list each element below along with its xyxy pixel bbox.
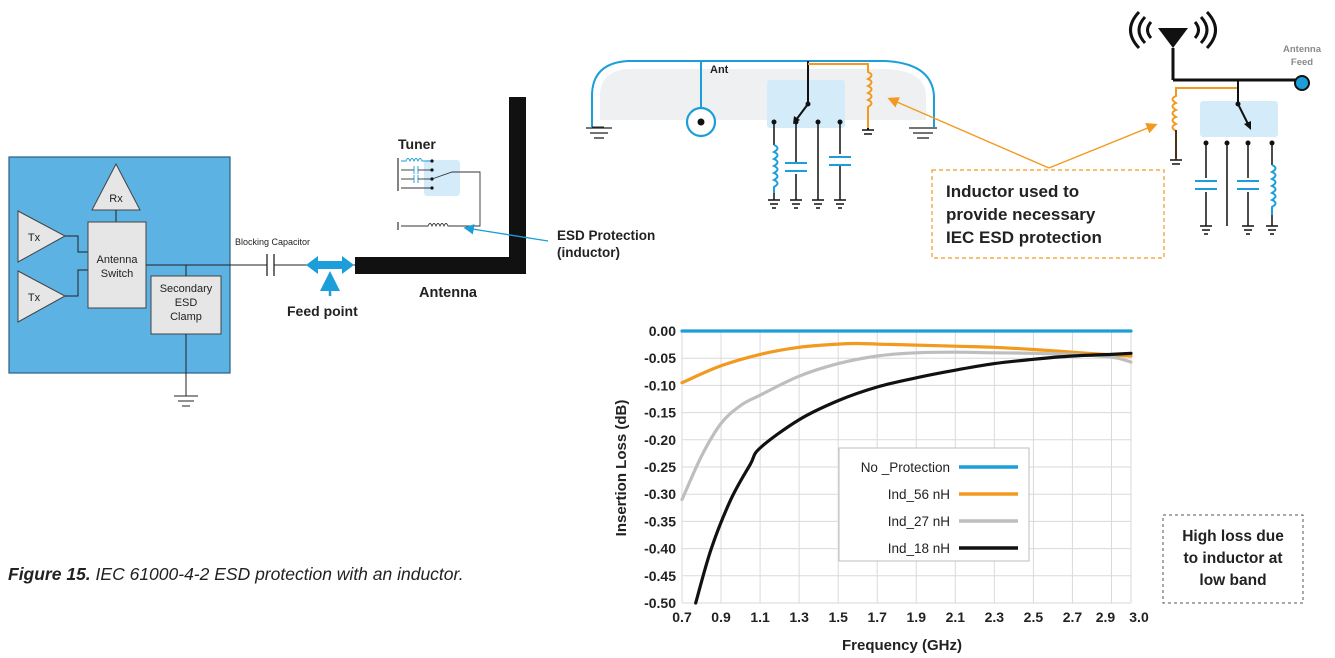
x-tick-label: 0.9 bbox=[711, 609, 731, 625]
figure-caption-text: IEC 61000-4-2 ESD protection with an ind… bbox=[95, 564, 464, 584]
x-tick-label: 1.9 bbox=[907, 609, 927, 625]
x-tick-label: 2.3 bbox=[985, 609, 1005, 625]
y-tick-label: -0.05 bbox=[644, 350, 676, 366]
y-tick-label: -0.15 bbox=[644, 405, 676, 421]
secondary-esd-clamp bbox=[150, 275, 222, 335]
tuner-label: Tuner bbox=[398, 136, 436, 152]
callout-line-2: provide necessary bbox=[946, 205, 1096, 224]
figure-caption: Figure 15. IEC 61000-4-2 ESD protection … bbox=[8, 564, 464, 585]
antenna-icon bbox=[1129, 10, 1217, 50]
tx-amplifier-top bbox=[17, 210, 67, 263]
legend-label: Ind_56 nH bbox=[888, 487, 950, 502]
insertion-loss-chart: 0.00 -0.05 -0.10 -0.15 -0.20 -0.25 -0.30 -0.35 -… bbox=[613, 323, 1149, 654]
x-tick-label: 0.7 bbox=[672, 609, 692, 625]
x-tick-label: 1.3 bbox=[789, 609, 809, 625]
x-tick-label: 2.9 bbox=[1096, 609, 1116, 625]
y-axis-label: Insertion Loss (dB) bbox=[613, 400, 630, 537]
y-tick-labels: 0.00 -0.05 -0.10 -0.15 -0.20 -0.25 -0.30 -0.35 -… bbox=[644, 323, 676, 611]
x-axis-label: Frequency (GHz) bbox=[842, 637, 962, 654]
antenna-switch bbox=[87, 221, 147, 309]
x-tick-label: 2.7 bbox=[1063, 609, 1083, 625]
series-line-2 bbox=[680, 350, 1133, 502]
top-right-schematic: Ant Induc bbox=[586, 10, 1322, 259]
series-line-1 bbox=[680, 341, 1133, 385]
annotation-line-2: to inductor at bbox=[1183, 550, 1282, 567]
clamp-label-3: Clamp bbox=[170, 311, 202, 323]
annotation-line-1: High loss due bbox=[1182, 528, 1284, 545]
x-tick-label: 1.7 bbox=[867, 609, 887, 625]
callout-line-1: Inductor used to bbox=[946, 182, 1079, 201]
clamp-label-2: ESD bbox=[175, 297, 198, 309]
y-tick-label: -0.10 bbox=[644, 377, 676, 393]
x-tick-label: 3.0 bbox=[1129, 609, 1149, 625]
antenna-switch-label-2: Switch bbox=[101, 268, 133, 280]
x-tick-label: 2.5 bbox=[1024, 609, 1044, 625]
y-tick-label: -0.30 bbox=[644, 486, 676, 502]
esd-protection-label-2: (inductor) bbox=[557, 245, 620, 260]
legend-label: Ind_18 nH bbox=[888, 541, 950, 556]
blocking-capacitor bbox=[266, 254, 275, 276]
chart-legend: No _Protection Ind_56 nH Ind_27 nH Ind_18 n… bbox=[838, 447, 1030, 562]
tx-bottom-label: Tx bbox=[28, 292, 41, 304]
y-tick-label: -0.40 bbox=[644, 541, 676, 557]
y-tick-label: -0.35 bbox=[644, 513, 676, 529]
x-tick-labels: 0.7 0.9 1.1 1.3 1.5 1.7 1.9 2.1 2.3 2.5 2.7 2.9 3.0 bbox=[672, 609, 1149, 625]
series-line-3 bbox=[694, 351, 1133, 605]
annotation-line-3: low band bbox=[1199, 572, 1266, 589]
tx-top-label: Tx bbox=[28, 232, 41, 244]
tuner-network bbox=[397, 158, 481, 230]
x-tick-label: 1.5 bbox=[828, 609, 848, 625]
legend-label: Ind_27 nH bbox=[888, 514, 950, 529]
blocking-capacitor-label: Blocking Capacitor bbox=[235, 237, 310, 247]
y-tick-label: -0.50 bbox=[644, 595, 676, 611]
feed-point-arrow bbox=[306, 256, 354, 296]
left-esd-diagram: Rx Tx Tx Antenna Switch Secondary ESD Cl… bbox=[8, 97, 655, 407]
y-tick-label: -0.45 bbox=[644, 568, 676, 584]
callout-line-3: IEC ESD protection bbox=[946, 228, 1102, 247]
legend-label: No _Protection bbox=[861, 460, 950, 475]
x-tick-label: 1.1 bbox=[750, 609, 770, 625]
antenna-feed-circle bbox=[1294, 75, 1310, 91]
clamp-label-1: Secondary bbox=[160, 283, 213, 295]
inductor-callout-box bbox=[931, 169, 1165, 259]
tx-amplifier-bottom bbox=[17, 270, 67, 323]
x-tick-label: 2.1 bbox=[946, 609, 966, 625]
antenna-feed-label-1: Antenna bbox=[1283, 44, 1322, 55]
antenna-label: Antenna bbox=[419, 285, 478, 301]
ant-label: Ant bbox=[710, 64, 729, 76]
y-tick-label: -0.20 bbox=[644, 432, 676, 448]
y-tick-label: -0.25 bbox=[644, 459, 676, 475]
antenna-feed-label-2: Feed bbox=[1291, 57, 1313, 68]
figure-number: Figure 15. bbox=[8, 564, 91, 584]
tuner-highlight bbox=[424, 160, 460, 196]
rx-label: Rx bbox=[109, 193, 123, 205]
esd-protection-label-1: ESD Protection bbox=[557, 228, 655, 243]
feed-point-label: Feed point bbox=[287, 303, 358, 319]
high-loss-annotation: High loss due to inductor at low band bbox=[1162, 514, 1304, 604]
antenna-switch-label-1: Antenna bbox=[97, 254, 139, 266]
ground-symbol bbox=[174, 395, 198, 407]
chart-series bbox=[680, 329, 1133, 605]
pcb-outline bbox=[591, 60, 935, 127]
y-tick-label: 0.00 bbox=[649, 323, 676, 339]
